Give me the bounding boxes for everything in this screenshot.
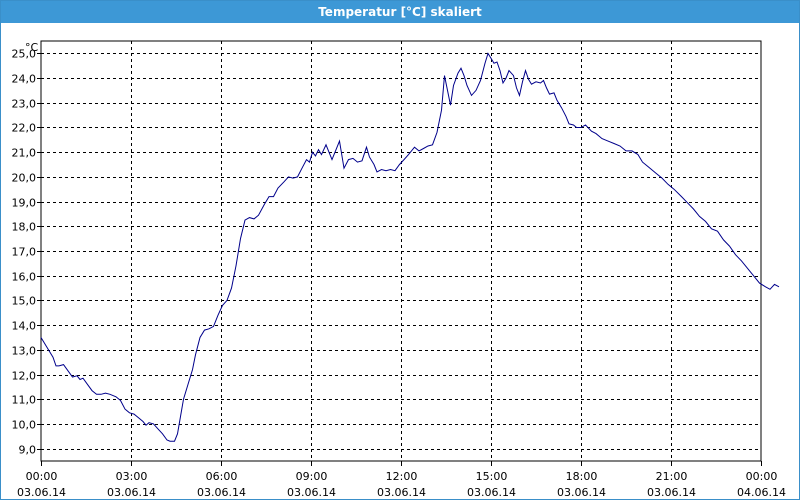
y-tick-label: 21,0 bbox=[12, 147, 37, 160]
y-tick-label: 13,0 bbox=[12, 345, 37, 358]
y-tick-label: 22,0 bbox=[12, 122, 37, 135]
y-tick-label: 9,0 bbox=[19, 444, 37, 457]
y-tick-label: 19,0 bbox=[12, 197, 37, 210]
x-tick-time-label: 12:00 bbox=[386, 470, 418, 483]
series-layer bbox=[40, 52, 780, 442]
y-tick-label: 11,0 bbox=[12, 394, 37, 407]
y-tick-label: 12,0 bbox=[12, 370, 37, 383]
y-unit-label: °C bbox=[25, 41, 39, 54]
y-tick-label: 23,0 bbox=[12, 98, 37, 111]
x-tick-time-label: 00:00 bbox=[26, 470, 58, 483]
x-tick-date-label: 03.06.14 bbox=[377, 486, 426, 499]
y-tick-label: 14,0 bbox=[12, 320, 37, 333]
y-tick-label: 16,0 bbox=[12, 271, 37, 284]
chart-axes bbox=[37, 40, 762, 466]
y-tick-label: 24,0 bbox=[12, 73, 37, 86]
x-tick-date-label: 04.06.14 bbox=[737, 486, 786, 499]
y-tick-label: 18,0 bbox=[12, 221, 37, 234]
x-tick-labels: 00:00 03.06.14 03:00 03.06.14 06:00 03.06.14 0… bbox=[17, 470, 786, 499]
x-tick-date-label: 03.06.14 bbox=[557, 486, 606, 499]
x-tick-date-label: 03.06.14 bbox=[287, 486, 336, 499]
y-tick-label: 25,0 bbox=[12, 48, 37, 61]
x-tick-date-label: 03.06.14 bbox=[17, 486, 66, 499]
x-tick-date-label: 03.06.14 bbox=[647, 486, 696, 499]
x-tick-date-label: 03.06.14 bbox=[197, 486, 246, 499]
temperature-line bbox=[40, 52, 780, 442]
x-tick-time-label: 00:00 bbox=[746, 470, 778, 483]
y-tick-label: 17,0 bbox=[12, 246, 37, 259]
x-tick-time-label: 18:00 bbox=[566, 470, 598, 483]
x-tick-time-label: 03:00 bbox=[116, 470, 148, 483]
y-tick-label: 20,0 bbox=[12, 172, 37, 185]
y-tick-label: 15,0 bbox=[12, 295, 37, 308]
y-tick-labels: 9,0 10,0 11,0 12,0 13,0 14,0 15,0 16,0 17,0 18,0 1… bbox=[12, 48, 37, 457]
x-tick-time-label: 09:00 bbox=[296, 470, 328, 483]
y-tick-label: 10,0 bbox=[12, 419, 37, 432]
window-title: Temperatur [°C] skaliert bbox=[1, 1, 799, 23]
x-tick-date-label: 03.06.14 bbox=[107, 486, 156, 499]
chart-grid bbox=[41, 41, 761, 461]
x-tick-time-label: 06:00 bbox=[206, 470, 238, 483]
x-tick-date-label: 03.06.14 bbox=[467, 486, 516, 499]
x-tick-time-label: 15:00 bbox=[476, 470, 508, 483]
x-tick-time-label: 21:00 bbox=[656, 470, 688, 483]
